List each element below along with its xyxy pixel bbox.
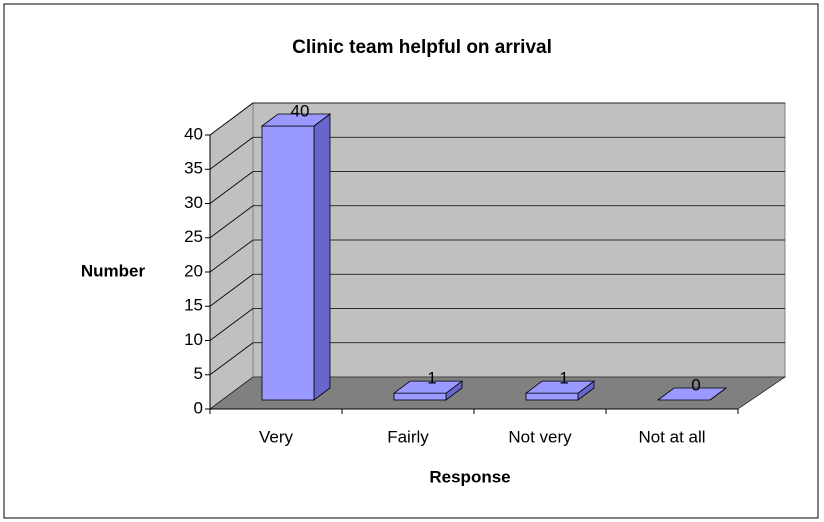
bar	[525, 392, 579, 401]
x-axis-label: Response	[429, 467, 510, 486]
bar	[261, 125, 315, 401]
side-grid-line	[209, 342, 254, 376]
x-tick-label: Not very	[508, 427, 572, 446]
bar-top	[524, 380, 596, 394]
side-grid-line	[209, 239, 254, 273]
y-tick-label: 10	[184, 330, 203, 349]
bar-top	[656, 387, 728, 401]
y-tick-label: 30	[184, 193, 203, 212]
bar	[393, 392, 447, 401]
bar-top	[392, 380, 464, 394]
side-grid-line	[209, 308, 254, 341]
bar-top	[260, 113, 332, 127]
x-tick-label: Not at all	[638, 427, 705, 446]
side-grid-line	[209, 171, 254, 204]
value-label: 1	[559, 369, 568, 388]
side-grid-line	[209, 273, 254, 307]
bar-side	[313, 113, 331, 401]
y-tick-label: 25	[184, 227, 203, 246]
y-tick-label: 5	[194, 364, 203, 383]
value-label: 0	[691, 375, 700, 394]
value-label: 1	[427, 369, 436, 388]
y-tick-label: 20	[184, 261, 203, 280]
x-tick-label: Very	[259, 427, 294, 446]
x-tick-label: Fairly	[387, 427, 429, 446]
y-tick-label: 15	[184, 296, 203, 315]
y-tick-label: 35	[184, 159, 203, 178]
value-label: 40	[291, 101, 310, 120]
y-tick-label: 0	[194, 398, 203, 417]
y-tick-label: 40	[184, 124, 203, 143]
chart-title: Clinic team helpful on arrival	[292, 37, 552, 58]
side-grid-line	[209, 136, 254, 170]
side-grid-line	[209, 205, 254, 239]
y-axis-label: Number	[81, 261, 146, 280]
side-grid-line	[209, 102, 254, 136]
